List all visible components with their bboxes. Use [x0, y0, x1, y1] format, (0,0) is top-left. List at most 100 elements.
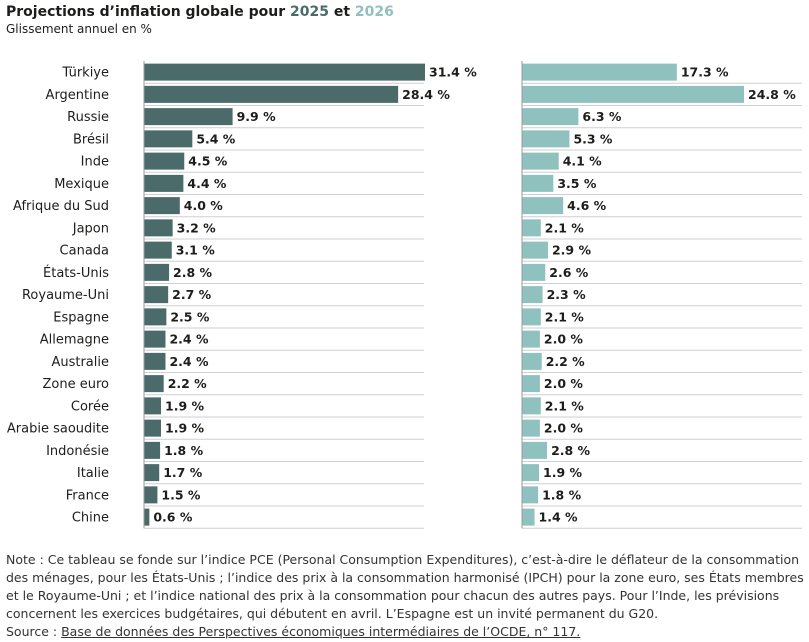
bar-2025: [144, 130, 193, 148]
bar-2026: [522, 63, 677, 81]
chart-source: Source : Base de données des Perspective…: [6, 623, 580, 641]
value-label-2025: 1.5 %: [161, 487, 200, 502]
value-label-2025: 1.9 %: [165, 398, 204, 413]
value-label-2025: 2.2 %: [168, 376, 207, 391]
value-label-2026: 2.8 %: [551, 443, 590, 458]
value-label-2026: 3.5 %: [557, 176, 596, 191]
value-label-2025: 1.7 %: [163, 465, 202, 480]
bar-2025: [144, 219, 173, 237]
value-label-2026: 4.1 %: [563, 154, 602, 169]
category-label: Russie: [67, 110, 109, 125]
bar-2025: [144, 330, 166, 348]
bar-2025: [144, 241, 172, 259]
bar-2026: [522, 219, 541, 237]
chart-note: Note : Ce tableau se fonde sur l’indice …: [6, 551, 806, 623]
value-label-2026: 6.3 %: [582, 109, 621, 124]
bar-2026: [522, 241, 548, 259]
bar-2026: [522, 419, 540, 437]
bar-2026: [522, 197, 564, 215]
value-label-2026: 2.9 %: [552, 243, 591, 258]
value-label-2025: 2.8 %: [173, 265, 212, 280]
category-label: Canada: [60, 244, 109, 259]
source-prefix: Source :: [6, 624, 62, 639]
bar-2026: [522, 486, 539, 504]
bar-2026: [522, 464, 540, 482]
bar-2025: [144, 464, 160, 482]
category-label: Indonésie: [46, 444, 109, 459]
bar-2025: [144, 486, 158, 504]
value-label-2026: 2.2 %: [546, 354, 585, 369]
bar-2025: [144, 63, 425, 81]
bar-2026: [522, 441, 548, 459]
bar-2026: [522, 508, 535, 526]
chart-subtitle: Glissement annuel en %: [6, 22, 152, 36]
value-label-2026: 2.0 %: [544, 332, 583, 347]
bar-2025: [144, 308, 167, 326]
value-label-2025: 5.4 %: [196, 131, 235, 146]
category-label: Brésil: [73, 132, 109, 147]
value-label-2026: 2.1 %: [545, 309, 584, 324]
value-label-2026: 1.9 %: [543, 465, 582, 480]
value-label-2025: 2.7 %: [172, 287, 211, 302]
chart-title: Projections d’inflation globale pour 202…: [6, 4, 394, 20]
category-label: Argentine: [46, 88, 109, 103]
value-label-2026: 1.4 %: [539, 510, 578, 525]
value-label-2026: 17.3 %: [681, 65, 729, 80]
bar-2025: [144, 263, 170, 281]
value-label-2026: 24.8 %: [748, 87, 796, 102]
category-label: Allemagne: [40, 333, 109, 348]
bar-2026: [522, 352, 542, 370]
category-label: États-Unis: [43, 265, 109, 281]
category-label: Zone euro: [43, 377, 110, 392]
bar-2025: [144, 352, 166, 370]
chart-title-text: Projections d’inflation globale pour: [6, 4, 290, 20]
bar-2026: [522, 375, 540, 393]
bar-2025: [144, 174, 184, 192]
value-label-2025: 28.4 %: [402, 87, 450, 102]
value-label-2025: 31.4 %: [429, 65, 477, 80]
bar-2025: [144, 397, 162, 415]
value-label-2025: 4.4 %: [187, 176, 226, 191]
value-label-2026: 5.3 %: [573, 131, 612, 146]
value-label-2026: 4.6 %: [567, 198, 606, 213]
source-link[interactable]: Base de données des Perspectives économi…: [61, 624, 581, 639]
bar-2025: [144, 419, 162, 437]
category-label: France: [66, 488, 109, 503]
category-label: Türkiye: [61, 66, 109, 81]
chart-title-join: et: [328, 4, 355, 20]
value-label-2025: 1.8 %: [164, 443, 203, 458]
category-label: Corée: [71, 399, 109, 414]
value-label-2025: 3.1 %: [176, 243, 215, 258]
value-label-2025: 2.4 %: [169, 332, 208, 347]
bar-2026: [522, 152, 559, 170]
value-label-2026: 2.3 %: [547, 287, 586, 302]
bar-2025: [144, 508, 150, 526]
title-year-2026: 2026: [354, 4, 394, 20]
value-label-2026: 2.0 %: [544, 421, 583, 436]
bar-2026: [522, 308, 541, 326]
category-label: Espagne: [53, 310, 109, 325]
value-label-2025: 2.4 %: [169, 354, 208, 369]
bar-2026: [522, 397, 541, 415]
bar-2025: [144, 441, 161, 459]
value-label-2026: 2.0 %: [544, 376, 583, 391]
bar-2025: [144, 197, 180, 215]
value-label-2025: 1.9 %: [165, 421, 204, 436]
value-label-2025: 9.9 %: [237, 109, 276, 124]
category-label: Royaume-Uni: [22, 288, 109, 303]
category-label: Japon: [72, 221, 109, 236]
bar-2025: [144, 108, 233, 126]
value-label-2025: 2.5 %: [170, 309, 209, 324]
value-label-2026: 1.8 %: [542, 487, 581, 502]
category-label: Mexique: [54, 177, 109, 192]
category-label: Arabie saoudite: [7, 422, 109, 437]
category-label: Australie: [51, 355, 109, 370]
bar-2026: [522, 263, 546, 281]
bar-2026: [522, 85, 744, 103]
bar-2026: [522, 286, 543, 304]
category-label: Afrique du Sud: [13, 199, 109, 214]
bar-2026: [522, 330, 540, 348]
bar-2025: [144, 375, 164, 393]
value-label-2025: 0.6 %: [153, 510, 192, 525]
value-label-2026: 2.1 %: [545, 398, 584, 413]
